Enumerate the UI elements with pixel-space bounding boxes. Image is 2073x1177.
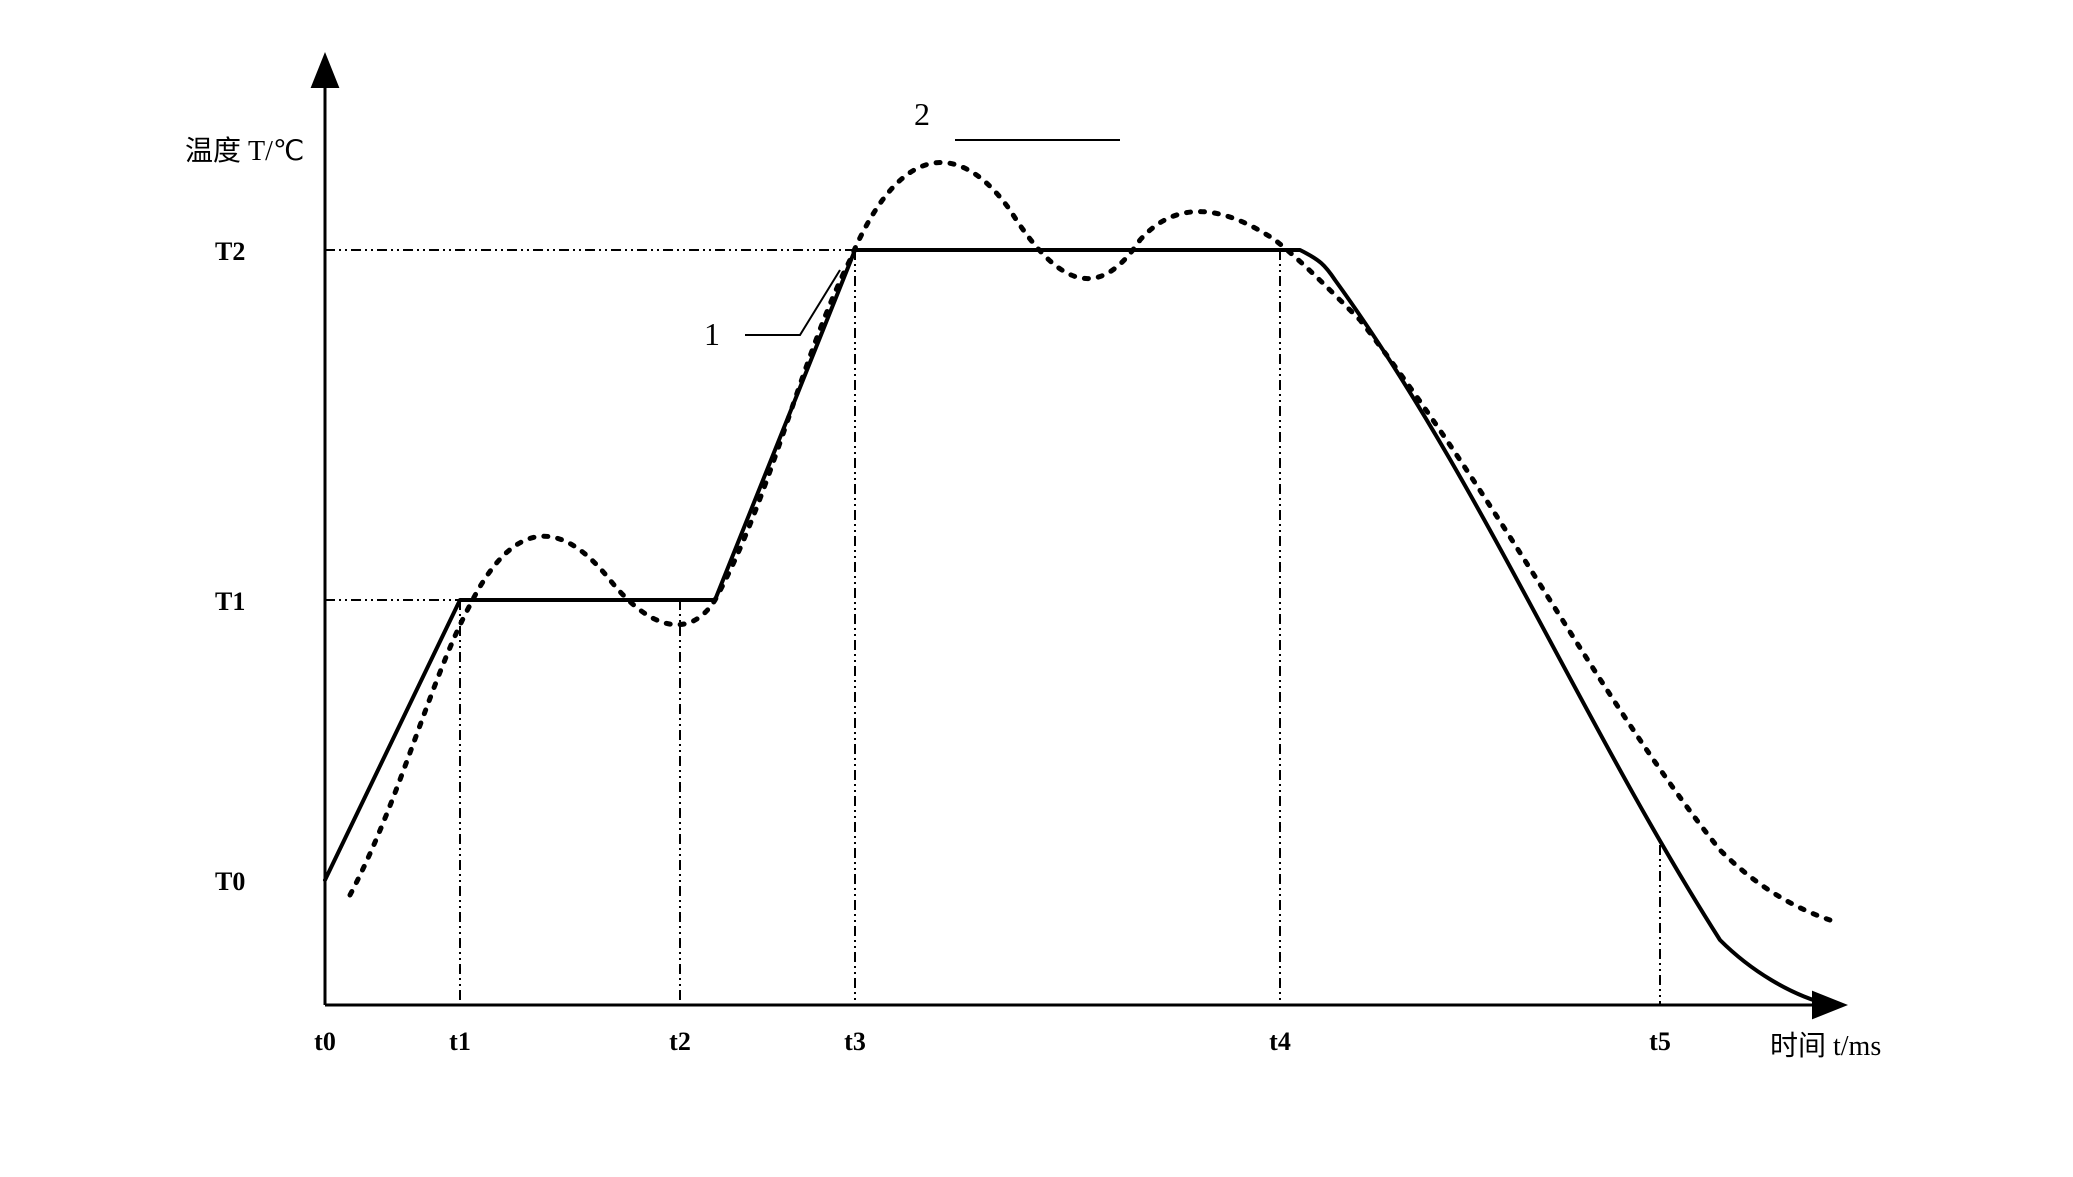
- y-tick-T1: T1: [215, 587, 245, 616]
- y-tick-T2: T2: [215, 237, 245, 266]
- callout-label-2: 2: [914, 96, 930, 132]
- x-tick-t3: t3: [844, 1027, 866, 1056]
- x-tick-t0: t0: [314, 1027, 336, 1056]
- x-tick-t2: t2: [669, 1027, 691, 1056]
- guide-lines: [325, 250, 1660, 1005]
- x-axis-label: 时间 t/ms: [1770, 1030, 1881, 1062]
- callout-label-1: 1: [704, 316, 720, 352]
- x-tick-t1: t1: [449, 1027, 471, 1056]
- x-tick-t4: t4: [1269, 1027, 1291, 1056]
- series-curve2_actual: [350, 163, 1830, 920]
- x-tick-t5: t5: [1649, 1027, 1671, 1056]
- axes: 温度 T/℃ 时间 t/ms t0 t1 t2 t3 t4 t5 T0 T1 T2: [185, 70, 1881, 1062]
- y-axis-label: 温度 T/℃: [185, 135, 304, 167]
- series-group: 12: [325, 96, 1830, 1005]
- series-curve1_setpoint: [325, 250, 1830, 1005]
- y-tick-T0: T0: [215, 867, 245, 896]
- temperature-time-chart: 温度 T/℃时间 t/mst0t1t2t3t4t5T0T1T212: [0, 0, 2073, 1177]
